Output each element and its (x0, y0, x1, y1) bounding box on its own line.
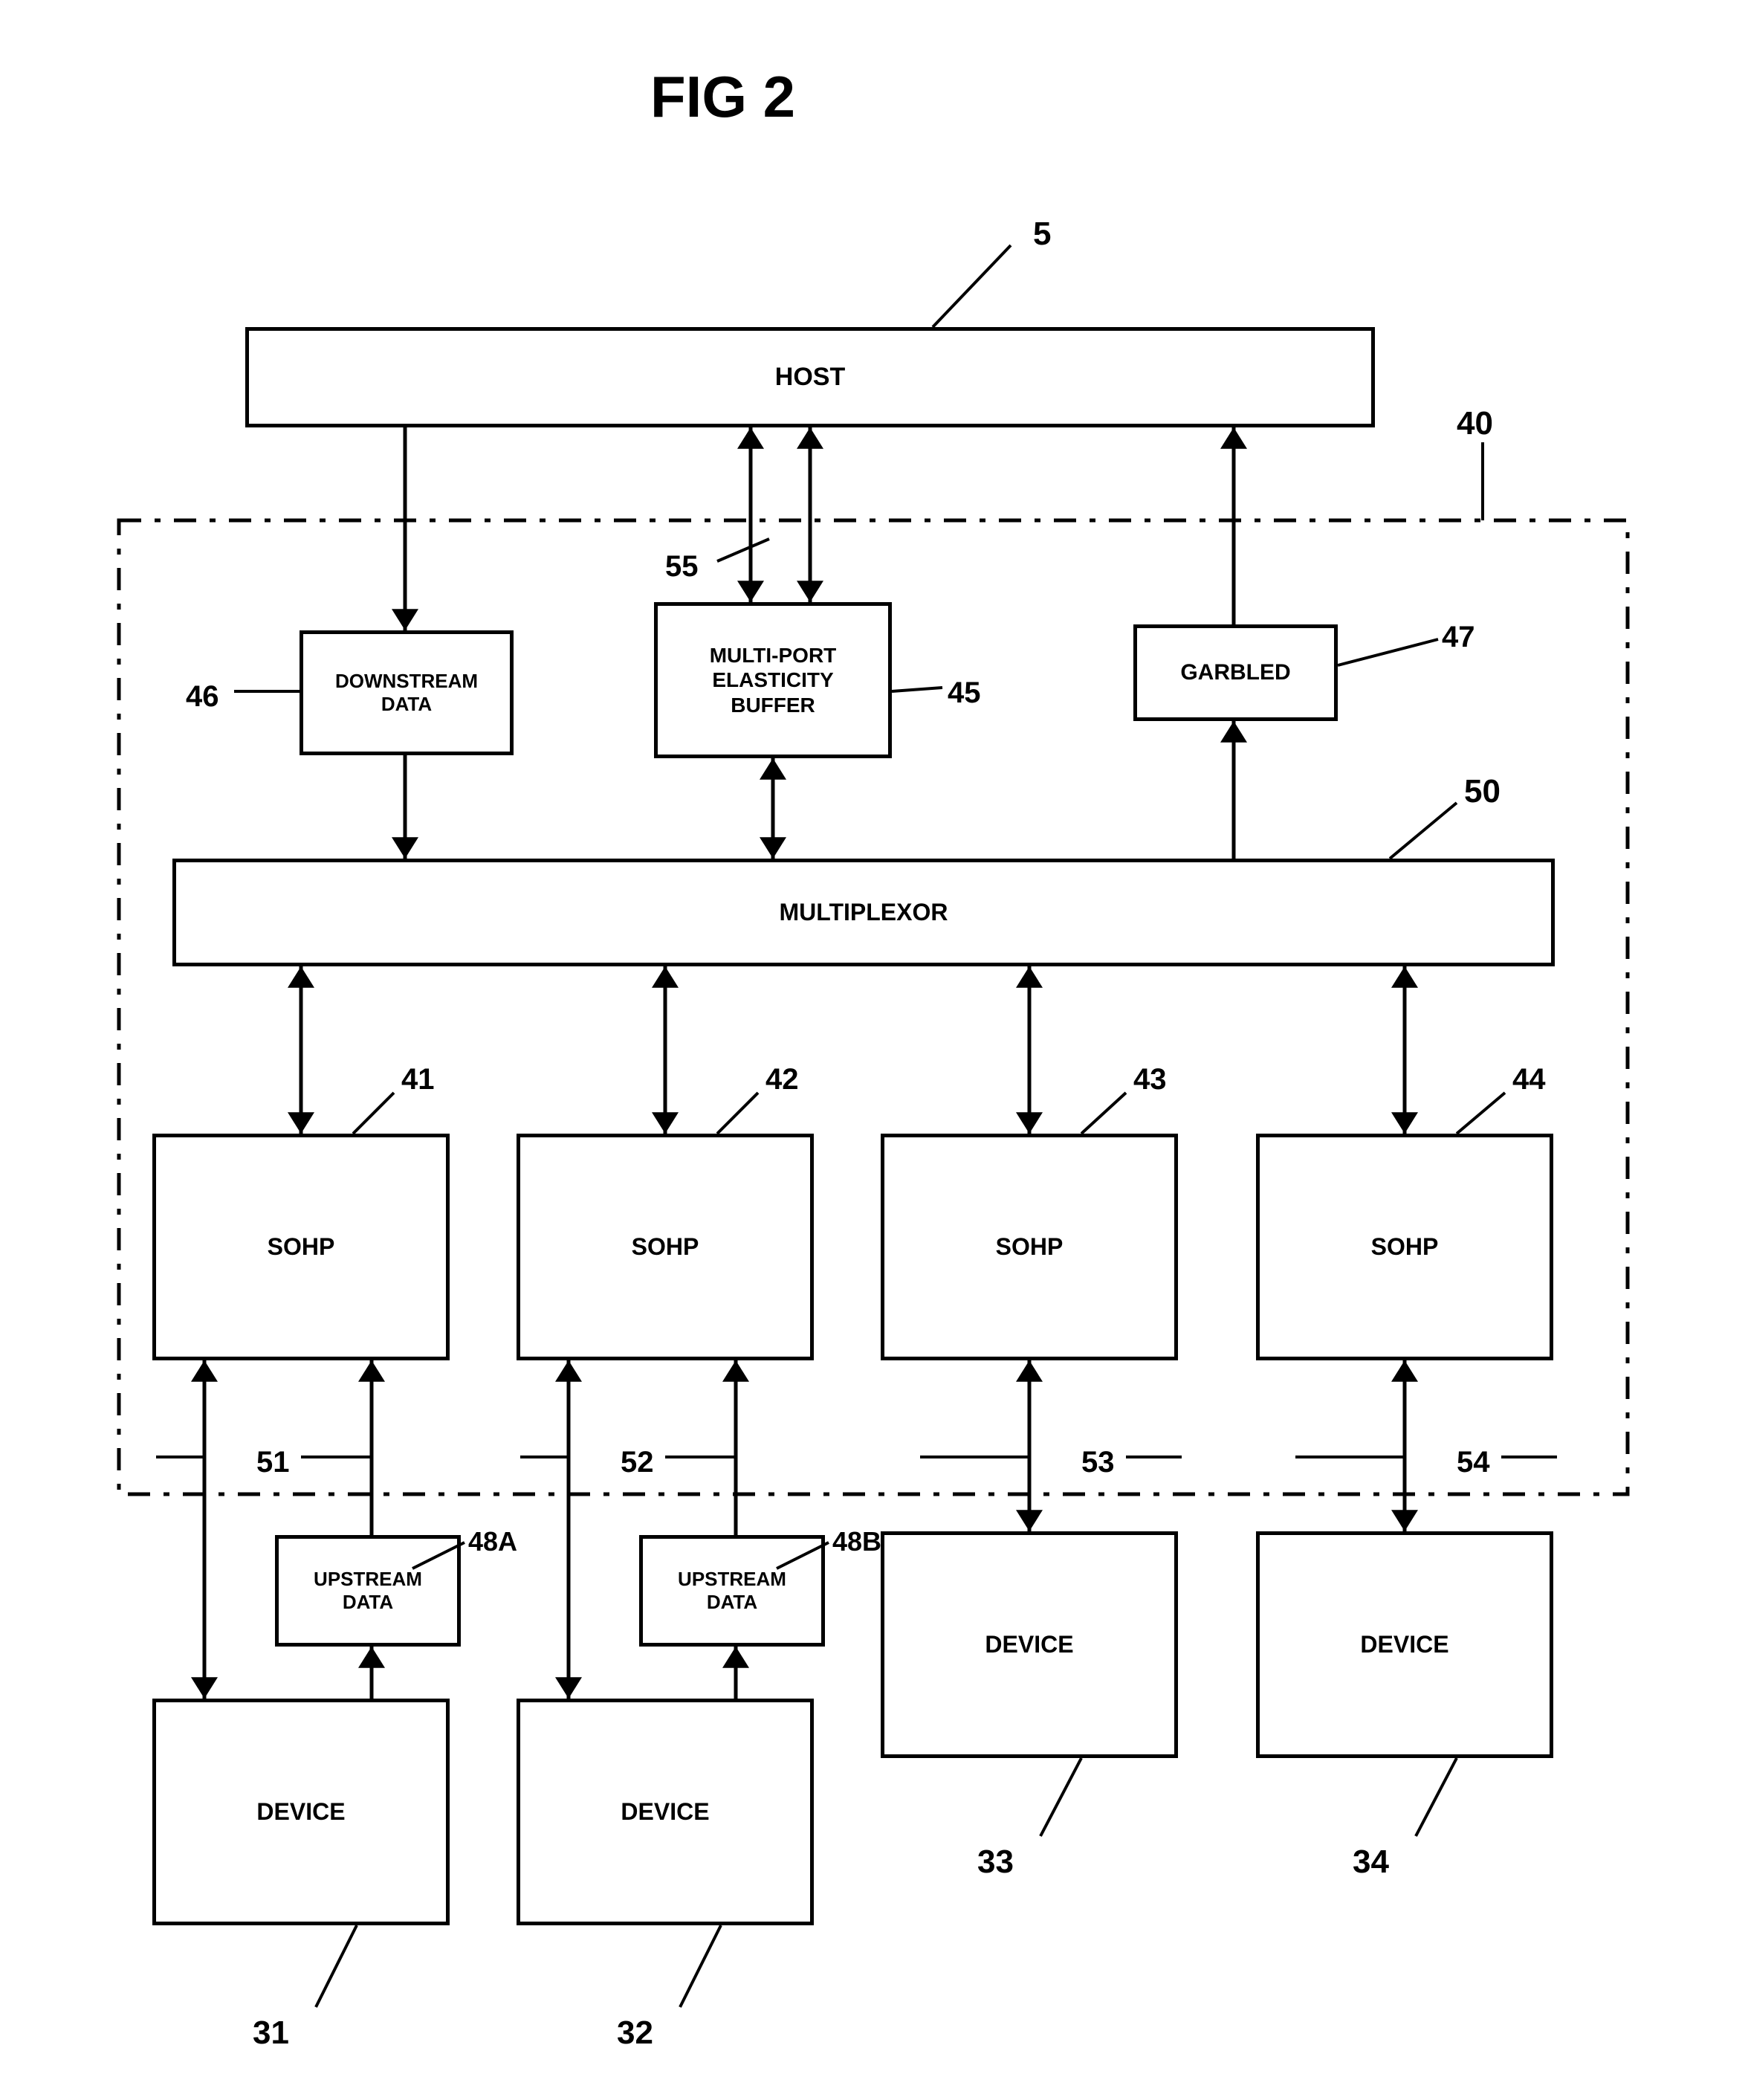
svg-text:51: 51 (256, 1446, 290, 1479)
sohp1-box: SOHP (152, 1134, 450, 1360)
sohp3-box: SOHP (881, 1134, 1178, 1360)
garbled-box: GARBLED (1133, 624, 1338, 721)
sohp1-label: SOHP (268, 1232, 335, 1261)
elasticity-label: MULTI-PORTELASTICITYBUFFER (710, 643, 837, 718)
device3-box: DEVICE (881, 1531, 1178, 1758)
upstream1-box: UPSTREAMDATA (275, 1535, 461, 1647)
sohp3-label: SOHP (996, 1232, 1064, 1261)
sohp4-box: SOHP (1256, 1134, 1553, 1360)
svg-text:41: 41 (401, 1063, 435, 1096)
svg-text:50: 50 (1464, 773, 1501, 810)
figure-title: FIG 2 (650, 63, 795, 131)
svg-text:33: 33 (977, 1844, 1014, 1880)
svg-text:32: 32 (617, 2015, 653, 2051)
device2-label: DEVICE (621, 1797, 709, 1826)
device2-box: DEVICE (517, 1699, 814, 1925)
svg-text:45: 45 (948, 676, 981, 709)
svg-text:48B: 48B (832, 1526, 881, 1557)
elasticity-box: MULTI-PORTELASTICITYBUFFER (654, 602, 892, 758)
svg-text:55: 55 (665, 550, 699, 583)
upstream1-label: UPSTREAMDATA (314, 1568, 422, 1614)
sohp4-label: SOHP (1371, 1232, 1439, 1261)
device4-box: DEVICE (1256, 1531, 1553, 1758)
sohp2-label: SOHP (632, 1232, 699, 1261)
host-label: HOST (775, 362, 845, 392)
svg-text:53: 53 (1081, 1446, 1115, 1479)
device4-label: DEVICE (1360, 1630, 1448, 1658)
svg-text:40: 40 (1457, 405, 1493, 442)
svg-text:42: 42 (765, 1063, 799, 1096)
svg-text:31: 31 (253, 2015, 289, 2051)
svg-text:48A: 48A (468, 1526, 517, 1557)
svg-text:54: 54 (1457, 1446, 1490, 1479)
device1-label: DEVICE (256, 1797, 345, 1826)
svg-text:47: 47 (1442, 621, 1475, 653)
garbled-label: GARBLED (1180, 659, 1290, 686)
downstream-box: DOWNSTREAMDATA (300, 630, 514, 755)
svg-text:52: 52 (621, 1446, 654, 1479)
svg-text:46: 46 (186, 680, 219, 713)
svg-text:43: 43 (1133, 1063, 1167, 1096)
sohp2-box: SOHP (517, 1134, 814, 1360)
svg-text:5: 5 (1033, 216, 1051, 252)
device3-label: DEVICE (985, 1630, 1073, 1658)
multiplexor-label: MULTIPLEXOR (780, 898, 948, 926)
device1-box: DEVICE (152, 1699, 450, 1925)
downstream-label: DOWNSTREAMDATA (335, 670, 478, 716)
multiplexor-box: MULTIPLEXOR (172, 859, 1555, 966)
svg-text:44: 44 (1512, 1063, 1546, 1096)
upstream2-label: UPSTREAMDATA (678, 1568, 786, 1614)
svg-text:34: 34 (1353, 1844, 1389, 1880)
upstream2-box: UPSTREAMDATA (639, 1535, 825, 1647)
host-box: HOST (245, 327, 1375, 427)
